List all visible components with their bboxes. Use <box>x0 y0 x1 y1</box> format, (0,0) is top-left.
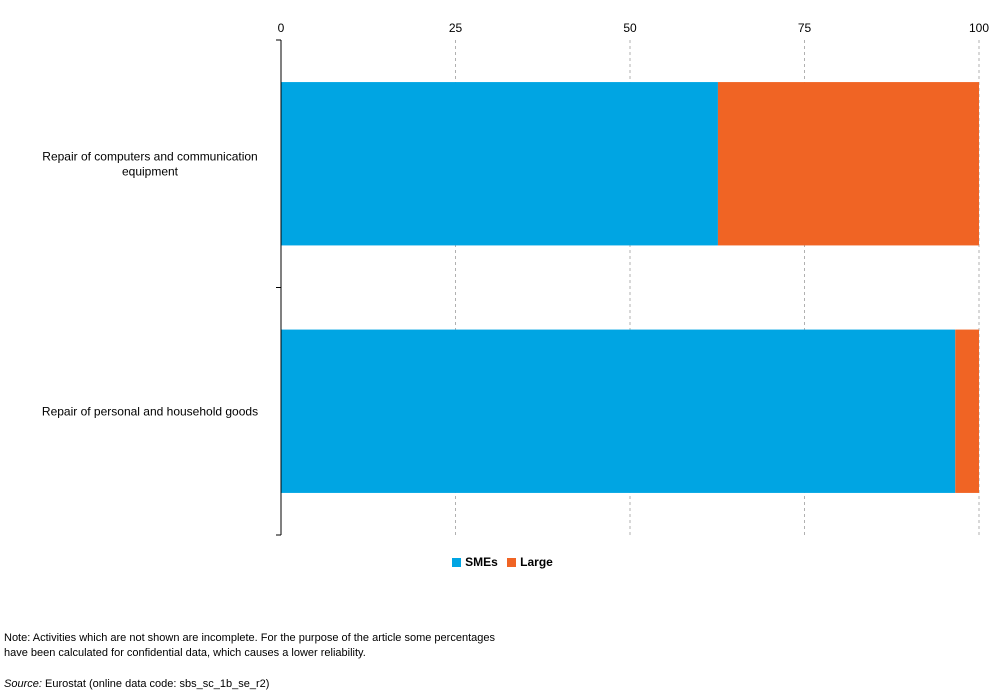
legend-item-large[interactable]: Large <box>507 555 553 569</box>
bar-large-1 <box>955 329 979 493</box>
source-label: Source: <box>4 678 42 690</box>
source-text: Eurostat (online data code: sbs_sc_1b_se… <box>44 678 270 690</box>
legend-label-large: Large <box>520 555 553 569</box>
x-tick-label-50: 50 <box>623 21 637 35</box>
category-labels: Repair of computers and communication equ… <box>42 149 258 418</box>
category-label-0: Repair of computers and communication equ… <box>42 149 257 178</box>
category-label-1: Repair of personal and household goods <box>42 404 258 418</box>
legend-label-smes: SMEs <box>465 555 498 569</box>
bar-chart: 0 25 50 75 100 Repair of computers and commu… <box>42 21 990 536</box>
bar-smes-0 <box>281 82 718 246</box>
legend-swatch-smes <box>452 557 462 567</box>
bars <box>281 82 979 493</box>
legend-swatch-large <box>507 557 517 567</box>
legend-item-smes[interactable]: SMEs <box>452 555 498 569</box>
x-tick-label-100: 100 <box>969 21 989 35</box>
x-tick-label-25: 25 <box>449 21 463 35</box>
bar-large-0 <box>717 82 979 246</box>
x-tick-label-0: 0 <box>278 21 285 35</box>
legend: SMEs Large <box>0 555 1005 570</box>
note-line-2: have been calculated for confidential da… <box>4 647 366 659</box>
gridlines <box>455 40 980 535</box>
x-tick-labels: 0 25 50 75 100 <box>278 21 990 35</box>
chart-source: Source: Eurostat (online data code: sbs_… <box>4 678 269 690</box>
x-tick-label-75: 75 <box>798 21 812 35</box>
note-line-1: Note: Activities which are not shown are… <box>4 632 495 644</box>
bar-smes-1 <box>281 329 956 493</box>
axes <box>276 39 282 536</box>
chart-note: Note: Activities which are not shown are… <box>4 631 564 661</box>
